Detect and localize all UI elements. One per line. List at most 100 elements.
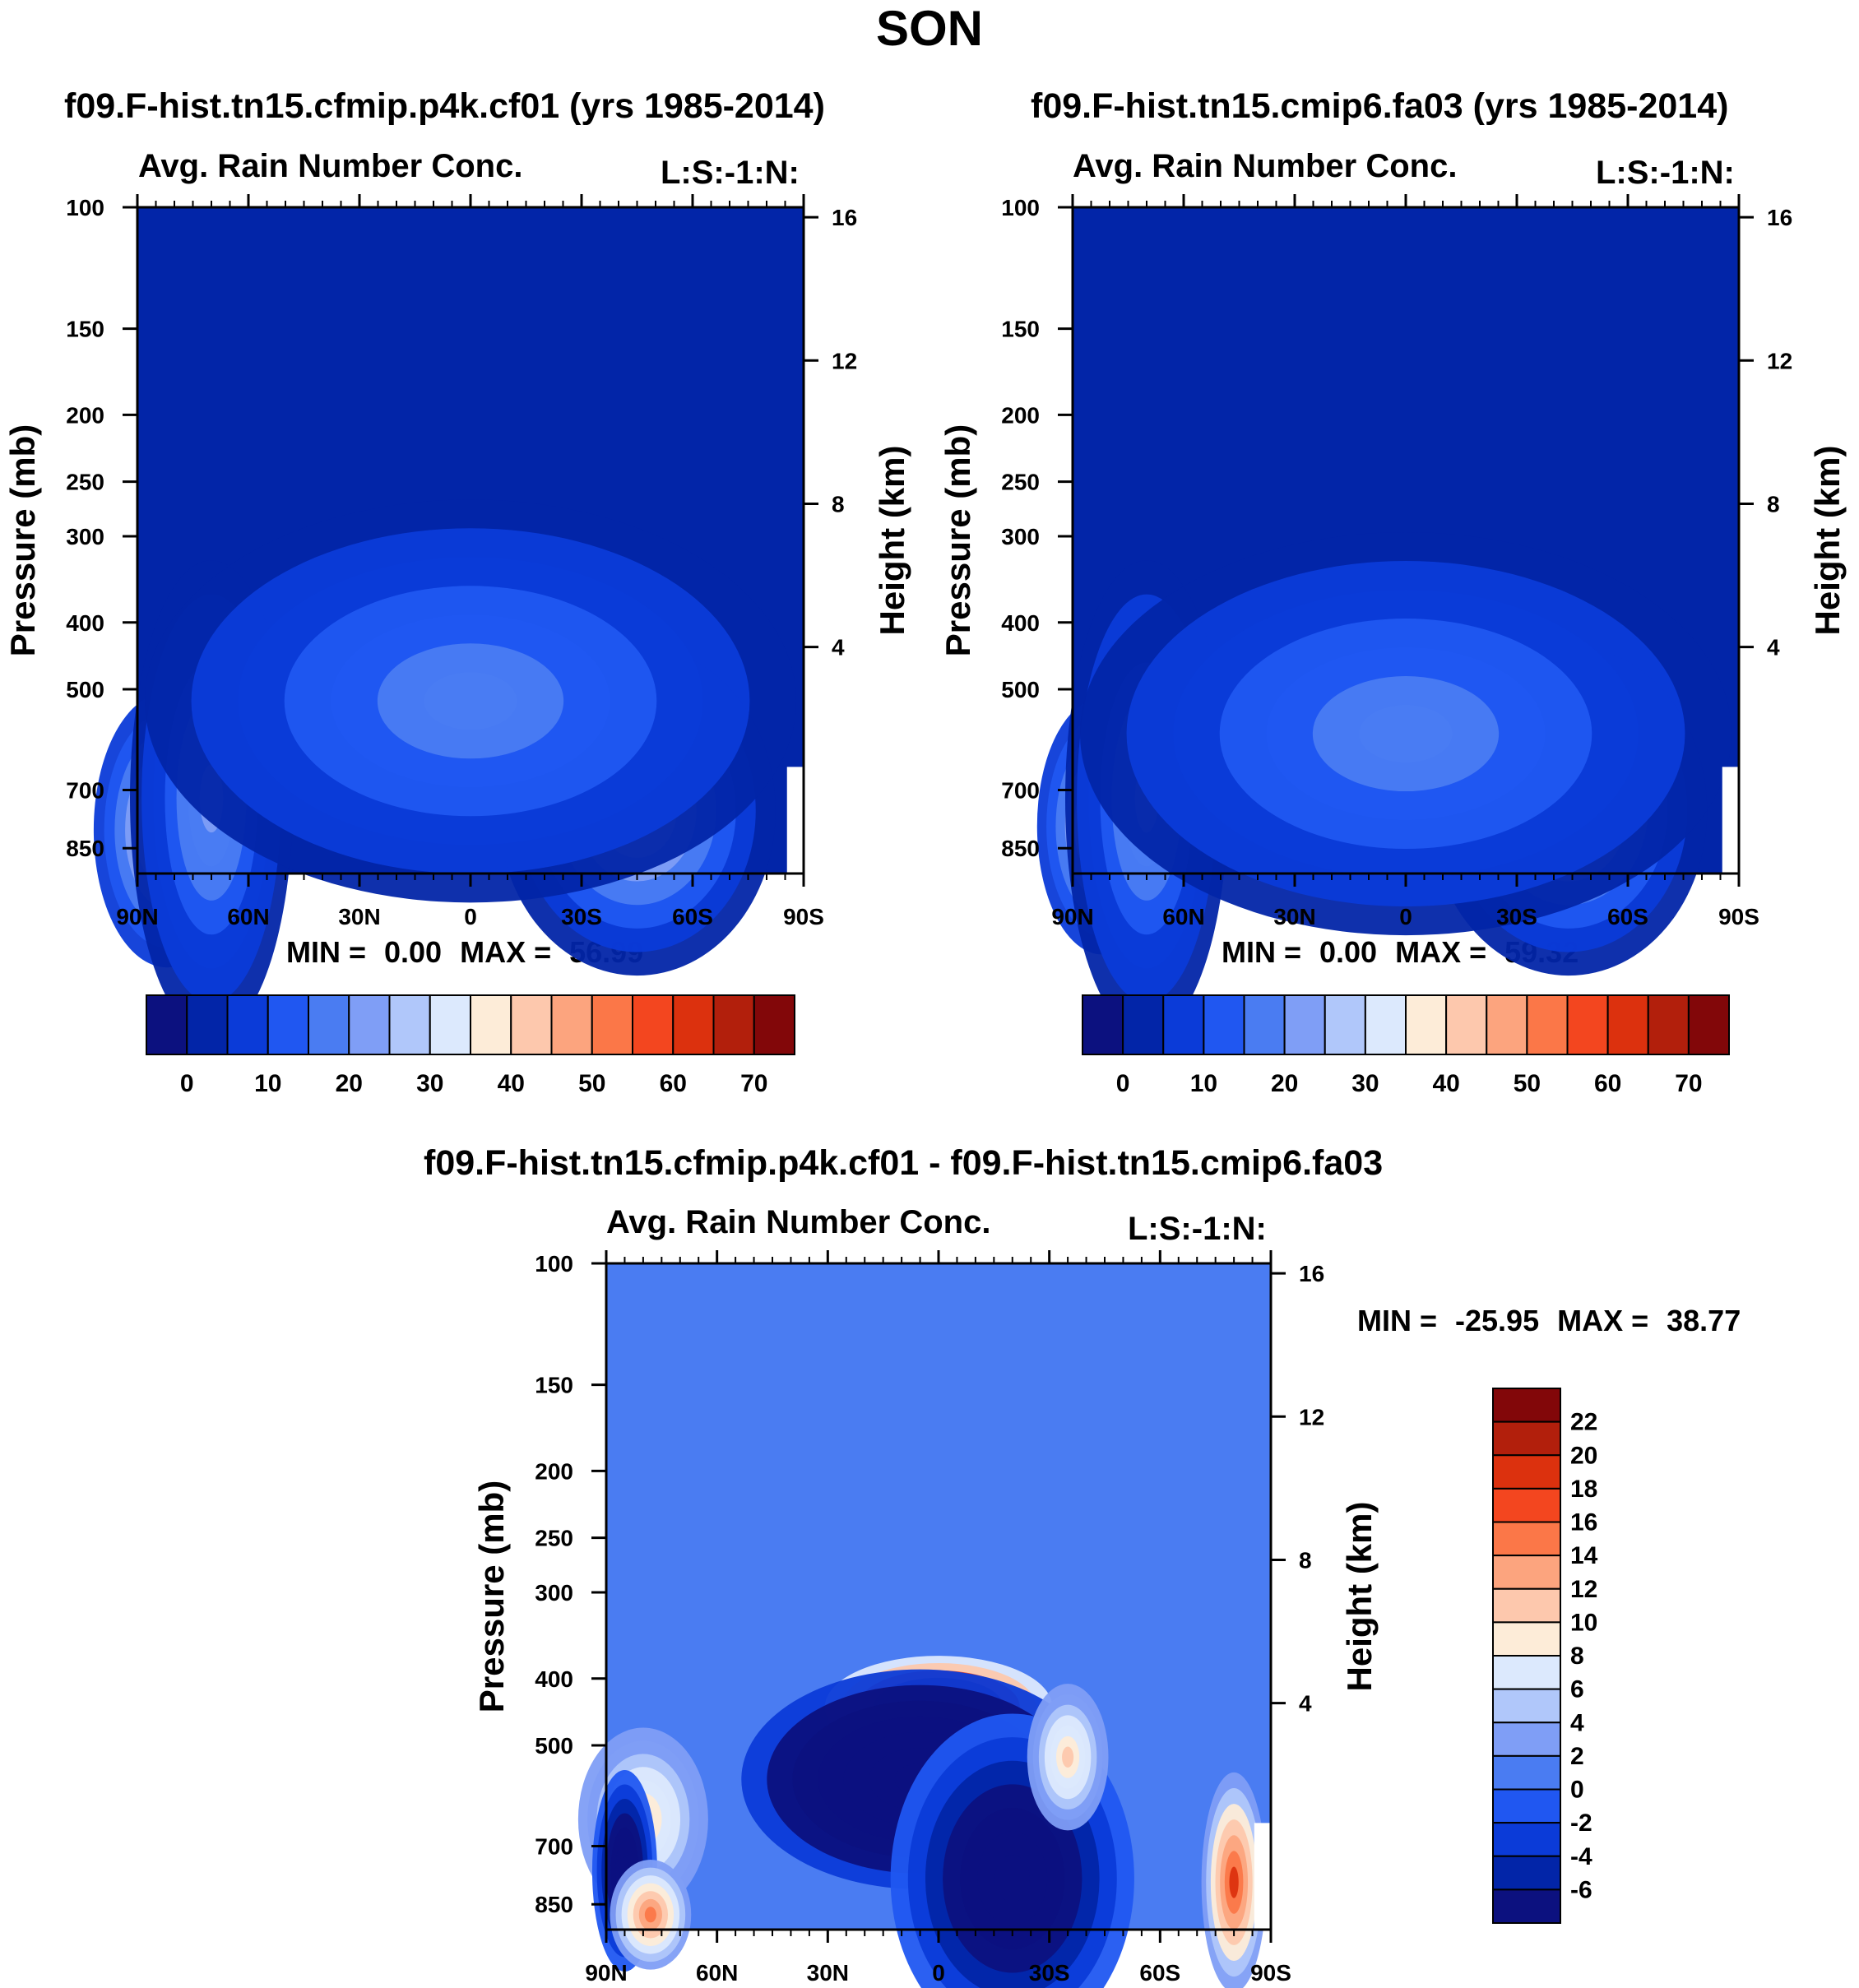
colorbar-box (1492, 1555, 1561, 1590)
panel1-units: L:S:-1:N: (661, 155, 800, 191)
panel1-plot: 90N 60N 30N 0 30S 60S 90S 100 150 200 250 300 400 500… (3, 194, 911, 1037)
colorbar-box (470, 994, 512, 1055)
colorbar-tick-label: 14 (1570, 1542, 1598, 1569)
x-tick-label: 0 (464, 904, 477, 929)
y-tick-label: 200 (1001, 402, 1040, 428)
x-tick-label: 90S (783, 904, 824, 929)
figure-title: SON (875, 1, 984, 56)
colorbar-tick-label: 4 (1570, 1709, 1584, 1736)
panel2-variable: Avg. Rain Number Conc. (1073, 148, 1458, 184)
panel1-min-value: 0.00 (384, 935, 443, 969)
x-tick-label: 60S (1607, 904, 1648, 929)
y2-tick-label: 8 (1299, 1547, 1312, 1573)
y-tick-label: 400 (1001, 610, 1040, 636)
colorbar-tick-label: 70 (740, 1070, 767, 1097)
colorbar-box (1526, 994, 1569, 1055)
x-tick-label: 90S (1718, 904, 1759, 929)
panel3-min-label: MIN = (1357, 1304, 1438, 1337)
y2-tick-label: 12 (1767, 348, 1792, 373)
colorbar-tick-label: 0 (1116, 1070, 1130, 1097)
y2-axis-label: Height (km) (1340, 1502, 1379, 1692)
y-tick-label: 200 (66, 402, 104, 428)
x-tick-label: 90N (1051, 904, 1093, 929)
field-contour (1062, 1746, 1074, 1768)
x-tick-label: 0 (1399, 904, 1412, 929)
y-tick-label: 500 (66, 677, 104, 702)
y2-tick-label: 8 (832, 491, 845, 517)
colorbar-box (388, 994, 431, 1055)
colorbar-box (1606, 994, 1649, 1055)
colorbar-box (1492, 1621, 1561, 1657)
colorbar-box (1566, 994, 1609, 1055)
y-tick-label: 850 (66, 836, 104, 861)
panel2-min-label: MIN = (1222, 935, 1302, 969)
panel1-colorbar: 0 10 20 30 40 50 60 70 (146, 994, 795, 1097)
colorbar-tick-label: 22 (1570, 1409, 1597, 1436)
y-tick-label: 700 (1001, 778, 1040, 804)
y2-tick-label: 4 (832, 635, 845, 660)
colorbar-tick-label: 10 (1570, 1609, 1597, 1636)
colorbar-tick-label: 60 (1594, 1070, 1621, 1097)
colorbar-box (1122, 994, 1165, 1055)
x-tick-label: 60S (672, 904, 713, 929)
colorbar-tick-label: 50 (1514, 1070, 1541, 1097)
x-tick-label: 90N (116, 904, 158, 929)
y-tick-label: 100 (535, 1251, 573, 1277)
colorbar-box (1687, 994, 1730, 1055)
colorbar-box (753, 994, 795, 1055)
colorbar-box (712, 994, 755, 1055)
colorbar-tick-label: 70 (1675, 1070, 1702, 1097)
y2-tick-label: 16 (1299, 1261, 1324, 1286)
colorbar-tick-label: 10 (254, 1070, 281, 1097)
panel2-max-label: MAX = (1395, 935, 1487, 969)
y-tick-label: 150 (1001, 317, 1040, 342)
panel1-max-label: MAX = (460, 935, 552, 969)
colorbar-tick-label: 2 (1570, 1743, 1584, 1770)
panel3-min-value: -25.95 (1455, 1304, 1540, 1337)
colorbar-box (1492, 1722, 1561, 1757)
panel1-min-label: MIN = (286, 935, 367, 969)
y-tick-label: 150 (66, 317, 104, 342)
y-tick-label: 100 (66, 195, 104, 220)
colorbar-tick-label: 6 (1570, 1676, 1584, 1703)
colorbar-tick-label: 0 (180, 1070, 194, 1097)
panel3-max-value: 38.77 (1667, 1304, 1741, 1337)
colorbar-tick-label: -6 (1570, 1876, 1592, 1903)
y2-tick-label: 8 (1767, 491, 1780, 517)
x-tick-label: 0 (932, 1960, 945, 1986)
colorbar-tick-label: 30 (1351, 1070, 1379, 1097)
y-tick-label: 100 (1001, 195, 1040, 220)
y-axis-label: Pressure (mb) (3, 424, 42, 656)
y-tick-label: 500 (1001, 677, 1040, 702)
colorbar-box (1203, 994, 1245, 1055)
colorbar-tick-label: 18 (1570, 1476, 1597, 1503)
panel2-plot: 90N 60N 30N 0 30S 60S 90S 100 150 200 250 300 400 500… (939, 194, 1847, 1037)
y2-axis-label: Height (km) (873, 446, 911, 636)
colorbar-box (672, 994, 715, 1055)
x-tick-label: 60N (227, 904, 269, 929)
missing-data-mask (786, 767, 804, 874)
colorbar-box (1492, 1420, 1561, 1457)
y-tick-label: 400 (535, 1666, 573, 1692)
field-contour (1229, 1866, 1239, 1898)
colorbar-tick-label: 20 (1271, 1070, 1298, 1097)
field-contour (1359, 705, 1453, 763)
colorbar-box (1492, 1521, 1561, 1557)
y-tick-label: 500 (535, 1733, 573, 1759)
y2-tick-label: 16 (1767, 205, 1792, 230)
colorbar-box (1445, 994, 1488, 1055)
colorbar-tick-label: 8 (1570, 1643, 1584, 1670)
colorbar-tick-label: 20 (1570, 1442, 1597, 1469)
panel3-field (577, 1656, 1267, 1988)
colorbar-tick-label: 20 (336, 1070, 363, 1097)
y-tick-label: 850 (1001, 836, 1040, 861)
panel2-min-value: 0.00 (1319, 935, 1378, 969)
colorbar-box (1324, 994, 1366, 1055)
x-tick-label: 60S (1139, 1960, 1180, 1986)
colorbar-box (1492, 1855, 1561, 1891)
colorbar-box (1647, 994, 1690, 1055)
colorbar-box (510, 994, 553, 1055)
missing-data-mask (1254, 1823, 1271, 1930)
colorbar-box (1492, 1888, 1561, 1924)
